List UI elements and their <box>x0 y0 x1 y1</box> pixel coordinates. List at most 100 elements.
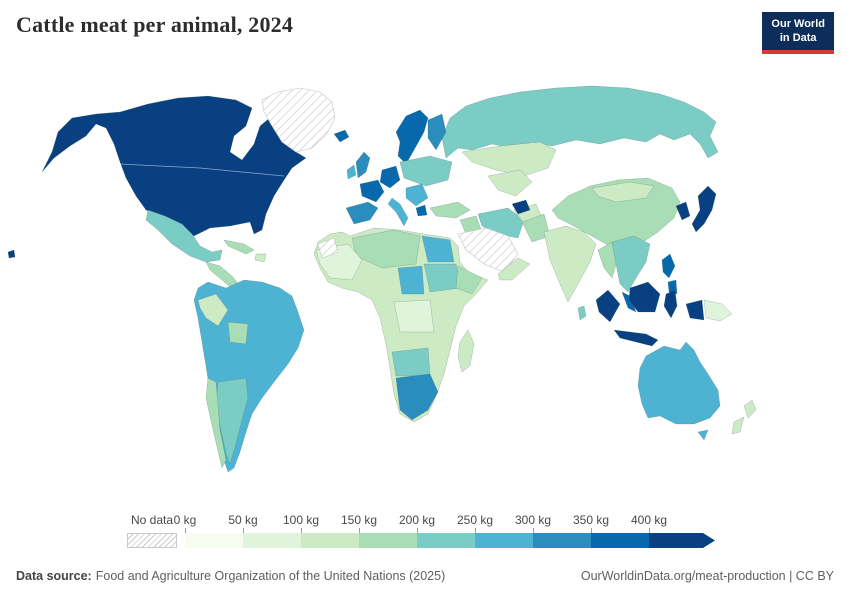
page-title: Cattle meat per animal, 2024 <box>16 12 294 37</box>
owid-logo-accent-bar <box>762 49 834 54</box>
region-tasmania[interactable] <box>697 429 709 441</box>
region-central-europe[interactable] <box>379 165 401 189</box>
owid-logo-line2: in Data <box>779 31 817 44</box>
legend-tick-label: 250 kg <box>456 513 494 527</box>
owid-logo[interactable]: Our World in Data <box>762 12 834 54</box>
region-scandinavia[interactable] <box>395 109 429 165</box>
region-hispaniola[interactable] <box>254 253 267 263</box>
region-balkans[interactable] <box>405 183 429 207</box>
chart-footer: Data source: Food and Agriculture Organiz… <box>16 569 834 583</box>
region-north-america[interactable] <box>41 95 307 237</box>
region-mongolia[interactable] <box>591 181 655 203</box>
legend-segment-6[interactable] <box>533 533 591 548</box>
region-new-zealand-north[interactable] <box>743 399 757 419</box>
region-south-africa[interactable] <box>395 373 439 421</box>
region-united-kingdom[interactable] <box>355 151 371 179</box>
data-source-label: Data source: <box>16 569 92 583</box>
legend-tick-label: 50 kg <box>228 513 258 527</box>
region-central-asia[interactable] <box>461 141 557 177</box>
region-indonesia-papua[interactable] <box>685 299 705 321</box>
region-saudi-arabia[interactable] <box>457 227 519 273</box>
legend-tick-mark <box>591 528 592 533</box>
region-mexico[interactable] <box>145 209 223 263</box>
region-chile[interactable] <box>205 377 227 469</box>
legend-tick-label: 400 kg <box>630 513 668 527</box>
region-indochina[interactable] <box>611 235 651 293</box>
region-tajikistan[interactable] <box>511 199 531 215</box>
legend-tick-label: 300 kg <box>514 513 552 527</box>
attribution-link[interactable]: OurWorldinData.org/meat-production | CC … <box>580 569 834 583</box>
region-indonesia-sulawesi[interactable] <box>663 289 678 319</box>
region-indonesia-sumatra[interactable] <box>595 289 621 323</box>
region-chad[interactable] <box>397 265 425 295</box>
region-sri-lanka[interactable] <box>577 305 587 321</box>
legend-segment-8[interactable] <box>649 533 715 548</box>
legend-no-data-label: No data <box>130 513 174 527</box>
legend-tick-mark <box>533 528 534 533</box>
legend-tick-mark <box>359 528 360 533</box>
legend-tick-label: 350 kg <box>572 513 610 527</box>
legend-tick-mark <box>417 528 418 533</box>
region-iran[interactable] <box>477 207 525 239</box>
region-central-asia-south[interactable] <box>487 169 533 197</box>
region-italy[interactable] <box>387 197 409 227</box>
legend-tick-label: 0 kg <box>173 513 197 527</box>
region-yemen-oman[interactable] <box>497 257 531 281</box>
region-ireland[interactable] <box>346 164 357 180</box>
region-iberia[interactable] <box>345 201 379 225</box>
region-egypt[interactable] <box>421 235 455 263</box>
region-bolivia[interactable] <box>227 321 249 345</box>
region-sudan[interactable] <box>423 263 461 293</box>
region-finland[interactable] <box>427 113 447 151</box>
legend-tick-mark <box>243 528 244 533</box>
region-eastern-europe[interactable] <box>399 155 453 187</box>
region-myanmar[interactable] <box>597 241 619 279</box>
region-philippines[interactable] <box>661 253 676 279</box>
region-india[interactable] <box>543 225 597 303</box>
legend-segment-0[interactable] <box>185 533 243 548</box>
legend-labels: 0 kg 50 kg 100 kg 150 kg 200 kg 250 kg 300 kg 3… <box>174 513 715 533</box>
region-iceland[interactable] <box>333 129 350 143</box>
map-legend: No data 0 kg 50 kg 100 kg 150 kg 200 kg 250 k… <box>127 513 715 548</box>
region-korea[interactable] <box>675 201 691 221</box>
legend-segment-5[interactable] <box>475 533 533 548</box>
region-cuba[interactable] <box>223 239 255 255</box>
region-indonesia-java[interactable] <box>613 329 659 347</box>
legend-tick-mark <box>649 528 650 533</box>
legend-segment-2[interactable] <box>301 533 359 548</box>
region-greenland[interactable] <box>261 87 336 153</box>
region-australia[interactable] <box>637 341 721 425</box>
region-greece[interactable] <box>415 204 428 217</box>
data-source-text: Food and Agriculture Organization of the… <box>95 569 446 583</box>
region-china[interactable] <box>551 177 681 253</box>
legend-tick-mark <box>475 528 476 533</box>
region-peru[interactable] <box>197 293 229 327</box>
legend-segment-3[interactable] <box>359 533 417 548</box>
region-turkey[interactable] <box>429 201 471 219</box>
legend-tick-mark <box>185 528 186 533</box>
legend-segments <box>185 533 715 548</box>
legend-segment-7[interactable] <box>591 533 649 548</box>
legend-color-bar: 0 kg 50 kg 100 kg 150 kg 200 kg 250 kg 300 kg 3… <box>174 513 715 548</box>
region-papua-new-guinea[interactable] <box>703 299 733 322</box>
region-hawaii[interactable] <box>7 249 16 259</box>
region-new-zealand-south[interactable] <box>731 416 745 435</box>
region-russia[interactable] <box>441 85 719 159</box>
region-namibia-botswana[interactable] <box>391 347 431 377</box>
region-western-sahara[interactable] <box>317 237 339 259</box>
region-ethiopia[interactable] <box>455 265 483 295</box>
region-france[interactable] <box>359 179 385 203</box>
legend-segment-1[interactable] <box>243 533 301 548</box>
region-malaysia[interactable] <box>621 291 637 313</box>
region-indonesia-borneo[interactable] <box>628 281 661 313</box>
legend-tick-label: 200 kg <box>398 513 436 527</box>
legend-tick-label: 100 kg <box>282 513 320 527</box>
legend-tick-mark <box>301 528 302 533</box>
region-madagascar[interactable] <box>457 329 475 373</box>
legend-segment-4[interactable] <box>417 533 475 548</box>
region-drc[interactable] <box>393 299 435 333</box>
region-japan[interactable] <box>691 185 717 233</box>
legend-no-data-swatch[interactable] <box>127 533 177 548</box>
